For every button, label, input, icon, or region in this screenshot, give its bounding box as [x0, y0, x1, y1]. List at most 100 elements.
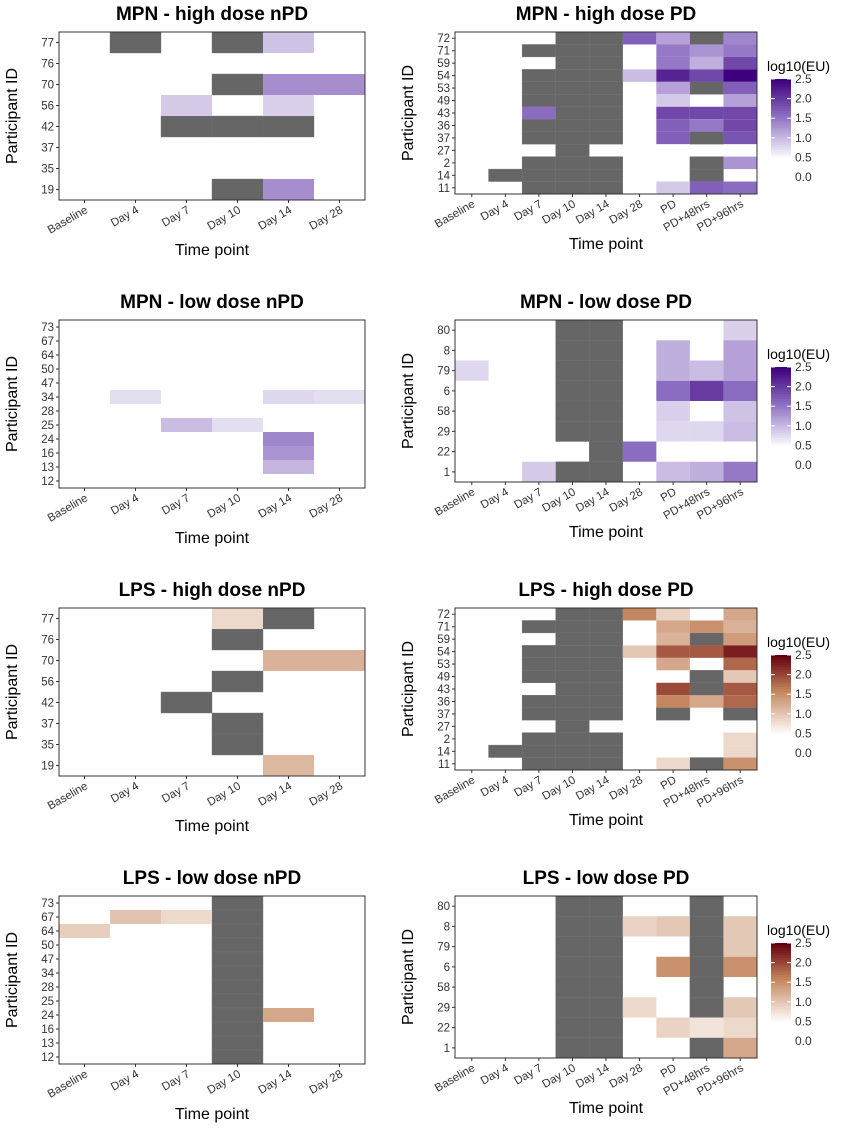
y-tick-label: 56	[41, 677, 54, 689]
legend-tick-label: 2.0	[795, 956, 812, 970]
gray-cell	[589, 168, 623, 182]
y-tick-label: 73	[41, 322, 54, 334]
gray-cell	[723, 707, 758, 721]
x-tick-label: Day 28	[607, 198, 645, 227]
legend-tick-label: 0.0	[795, 170, 812, 184]
y-tick-label: 1	[444, 467, 450, 479]
legend-swatch	[771, 450, 791, 454]
gray-cell	[589, 732, 623, 746]
legend-swatch	[771, 435, 791, 439]
heatmap-panel-5: LPS - high dose nPD 77 76 70 56 42 37 35 19 Basel…	[4, 580, 366, 835]
heat-cell	[689, 56, 724, 70]
x-tick-label: Day 14	[256, 204, 294, 233]
gray-cell	[555, 31, 590, 45]
heat-cell	[656, 632, 690, 646]
legend-swatch	[771, 950, 791, 954]
legend-swatch	[771, 659, 791, 663]
y-tick-label: 11	[438, 183, 450, 195]
heat-cell	[622, 32, 657, 45]
panel-title: LPS - high dose nPD	[119, 580, 306, 601]
legend-swatch	[771, 740, 791, 744]
legend-swatch	[771, 945, 791, 949]
legend-swatch	[771, 452, 791, 456]
legend-swatch	[771, 726, 791, 730]
gray-cell	[589, 916, 623, 937]
legend-swatch	[771, 1038, 791, 1042]
heat-cell	[263, 1008, 314, 1022]
y-tick-label: 77	[41, 614, 54, 626]
legend-swatch	[771, 701, 791, 705]
legend-title: log10(EU)	[767, 58, 830, 74]
heat-cell	[723, 81, 757, 95]
gray-cell	[521, 695, 556, 708]
legend-swatch	[771, 1021, 791, 1025]
gray-cell	[589, 181, 623, 195]
y-tick-label: 13	[41, 1038, 54, 1050]
y-tick-label: 73	[41, 898, 54, 910]
x-tick-label: Baseline	[46, 1068, 90, 1100]
x-tick-label: Day 14	[574, 1062, 612, 1091]
heat-cell	[723, 682, 757, 696]
gray-cell	[689, 632, 724, 646]
heat-cell	[656, 657, 690, 671]
panel-title: MPN - high dose nPD	[116, 4, 308, 25]
legend-tick-label: 1.0	[795, 419, 812, 433]
legend-swatch	[771, 98, 791, 102]
gray-cell	[211, 712, 264, 735]
y-axis-title: Participant ID	[400, 65, 417, 161]
x-tick-label: Day 10	[540, 1062, 578, 1091]
legend-swatch	[771, 669, 791, 673]
heat-cell	[656, 1017, 690, 1038]
heat-cell	[656, 380, 690, 401]
x-tick-label: Day 10	[205, 780, 243, 809]
legend-swatch	[771, 994, 791, 998]
gray-cell	[521, 69, 556, 83]
gray-cell	[555, 695, 590, 708]
gray-cell	[589, 131, 623, 145]
gray-cell	[589, 645, 623, 659]
y-tick-label: 58	[437, 406, 450, 418]
legend-tick-label: 0.0	[795, 458, 812, 472]
x-tick-label: PD	[659, 1062, 679, 1080]
panel-title: LPS - low dose nPD	[123, 868, 301, 889]
y-tick-label: 72	[437, 609, 450, 621]
y-tick-label: 76	[41, 635, 54, 647]
x-tick-label: Baseline	[433, 486, 477, 518]
color-legend: log10(EU) 0.0 0.5 1.0 1.5 2.0 2.5	[767, 922, 830, 1048]
legend-swatch	[771, 125, 791, 129]
legend-swatch	[771, 413, 791, 417]
y-tick-label: 43	[437, 108, 450, 120]
legend-tick-label: 1.0	[795, 707, 812, 721]
y-tick-label: 8	[444, 921, 450, 933]
legend-swatch	[771, 706, 791, 710]
legend-swatch	[771, 145, 791, 149]
heat-cell	[689, 106, 724, 120]
gray-cell	[589, 632, 623, 646]
legend-swatch	[771, 386, 791, 390]
legend-swatch	[771, 147, 791, 151]
legend-swatch	[771, 403, 791, 407]
legend-swatch	[771, 142, 791, 146]
heat-cell	[656, 645, 690, 658]
legend-swatch	[771, 135, 791, 139]
x-tick-label: Day 10	[205, 1068, 243, 1097]
heat-cell	[212, 608, 263, 629]
heat-cell	[723, 360, 757, 381]
heat-cell	[263, 179, 314, 200]
gray-cell	[211, 115, 264, 138]
legend-swatch	[771, 140, 791, 144]
gray-cell	[211, 965, 264, 981]
color-legend: log10(EU) 0.0 0.5 1.0 1.5 2.0 2.5	[767, 634, 830, 760]
legend-swatch	[771, 992, 791, 996]
legend-swatch	[771, 662, 791, 666]
legend-swatch	[771, 735, 791, 739]
gray-cell	[521, 657, 556, 671]
legend-swatch	[771, 367, 791, 371]
heat-cell	[263, 755, 314, 776]
gray-cell	[589, 340, 623, 361]
heat-cell	[656, 956, 690, 977]
heat-cell	[263, 95, 314, 116]
y-tick-label: 37	[41, 719, 54, 731]
legend-swatch	[771, 433, 791, 437]
